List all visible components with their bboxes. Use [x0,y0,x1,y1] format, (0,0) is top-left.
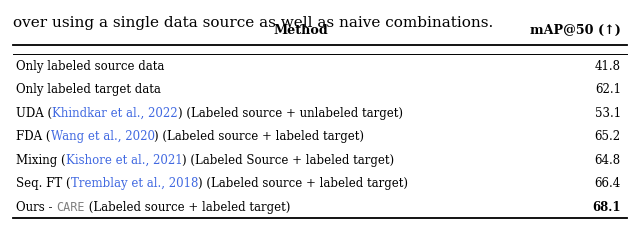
Text: Method: Method [273,24,328,37]
Text: ) (Labeled source + labeled target): ) (Labeled source + labeled target) [154,130,365,143]
Text: ) (Labeled source + unlabeled target): ) (Labeled source + unlabeled target) [178,106,403,119]
Text: CARE: CARE [56,200,84,213]
Text: 64.8: 64.8 [595,153,621,166]
Text: Wang et al., 2020: Wang et al., 2020 [51,130,154,143]
Text: UDA (: UDA ( [16,106,52,119]
Text: 62.1: 62.1 [595,83,621,96]
Text: ) (Labeled source + labeled target): ) (Labeled source + labeled target) [198,176,408,189]
Text: mAP@50 (↑): mAP@50 (↑) [530,24,621,37]
Text: Ours -: Ours - [16,200,56,213]
Text: Seq. FT (: Seq. FT ( [16,176,70,189]
Text: Tremblay et al., 2018: Tremblay et al., 2018 [70,176,198,189]
Text: over using a single data source as well as naive combinations.: over using a single data source as well … [13,16,493,30]
Text: 68.1: 68.1 [592,200,621,213]
Text: Only labeled source data: Only labeled source data [16,60,164,73]
Text: 53.1: 53.1 [595,106,621,119]
Text: ) (Labeled Source + labeled target): ) (Labeled Source + labeled target) [182,153,394,166]
Text: (Labeled source + labeled target): (Labeled source + labeled target) [84,200,290,213]
Text: 66.4: 66.4 [595,176,621,189]
Text: 65.2: 65.2 [595,130,621,143]
Text: Only labeled target data: Only labeled target data [16,83,161,96]
Text: 41.8: 41.8 [595,60,621,73]
Text: Kishore et al., 2021: Kishore et al., 2021 [66,153,182,166]
Text: Khindkar et al., 2022: Khindkar et al., 2022 [52,106,178,119]
Text: Mixing (: Mixing ( [16,153,66,166]
Text: FDA (: FDA ( [16,130,51,143]
